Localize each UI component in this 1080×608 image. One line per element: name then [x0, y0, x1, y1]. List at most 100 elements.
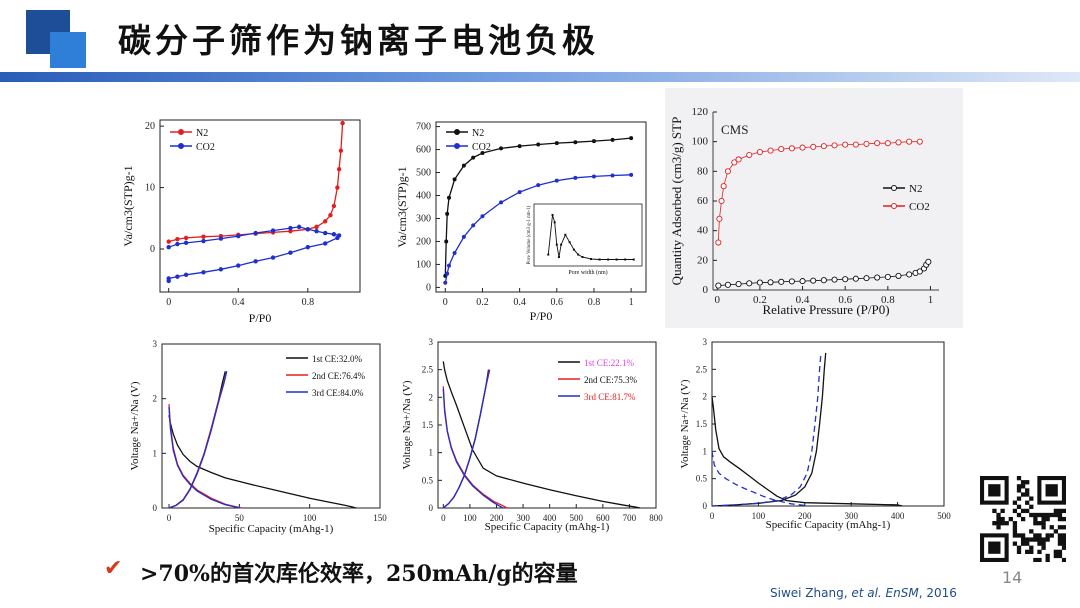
- chart-annotation: CMS: [721, 122, 748, 137]
- qr-module: [1016, 504, 1022, 509]
- data-point: [554, 141, 559, 146]
- series-line-dashed-charge: [711, 352, 822, 507]
- qr-module: [1016, 496, 1022, 501]
- data-point: [270, 255, 276, 260]
- qr-module: [1025, 537, 1030, 542]
- data-point: [735, 156, 742, 163]
- qr-module: [1012, 529, 1018, 534]
- inset-point: [577, 253, 580, 256]
- series-line-2nd: [168, 404, 243, 509]
- x-tick-label: 0: [441, 513, 446, 523]
- qr-module: [1061, 508, 1067, 514]
- data-point: [296, 224, 302, 230]
- data-point: [906, 271, 913, 278]
- y-tick-label: 0.5: [696, 474, 708, 484]
- legend-label: CO2: [196, 142, 215, 153]
- qr-finder-core: [988, 484, 1001, 497]
- data-point: [810, 277, 817, 284]
- x-tick-label: 0: [166, 297, 171, 308]
- legend-label: N2: [472, 128, 484, 139]
- y-tick-label: 40: [697, 225, 709, 237]
- y-tick-label: 100: [692, 136, 709, 148]
- x-tick-label: 0: [167, 513, 172, 523]
- qr-module: [1057, 541, 1063, 546]
- qr-module: [1025, 488, 1030, 493]
- y-tick-label: 120: [692, 106, 709, 118]
- data-point: [445, 211, 450, 216]
- qr-module: [1016, 549, 1022, 555]
- qr-module: [1020, 480, 1026, 485]
- data-point: [916, 268, 923, 275]
- data-point: [715, 282, 722, 289]
- qr-code-icon: [980, 476, 1067, 563]
- data-point: [253, 230, 258, 236]
- qr-module: [1020, 537, 1026, 542]
- qr-module: [1033, 557, 1038, 563]
- x-tick-label: 0.8: [881, 294, 895, 306]
- qr-module: [1033, 521, 1038, 526]
- data-point: [591, 139, 596, 144]
- qr-module: [1025, 500, 1030, 505]
- qr-module: [1020, 516, 1026, 522]
- plot-frame: [711, 341, 945, 507]
- data-point: [323, 230, 328, 236]
- legend-label: 2nd CE:76.4%: [312, 371, 366, 381]
- inset-y-label: Pore Volume (cm3 g-1 nm-1): [527, 205, 532, 264]
- qr-module: [1053, 549, 1059, 555]
- y-tick-label: 60: [697, 195, 709, 207]
- y-tick-label: 400: [416, 191, 431, 202]
- data-point: [842, 141, 849, 148]
- data-point: [445, 271, 450, 276]
- qr-module: [1041, 541, 1046, 546]
- data-point: [218, 236, 224, 241]
- qr-module: [1041, 525, 1046, 530]
- y-tick-label: 1.5: [422, 420, 434, 430]
- data-point: [314, 224, 319, 230]
- legend-marker: [178, 129, 184, 135]
- series-line-N2: [444, 137, 632, 276]
- qr-module: [1033, 512, 1038, 518]
- legend-marker: [891, 203, 897, 209]
- qr-module: [1041, 512, 1046, 518]
- citation-journal: et al. EnSM: [851, 586, 919, 600]
- y-axis-label: Voltage Na+/Na (V): [401, 380, 413, 469]
- y-tick-label: 2: [429, 392, 434, 402]
- inset-point: [568, 241, 571, 244]
- series-line-2nd-charge: [168, 371, 228, 509]
- checkmark-icon: ✔: [104, 556, 123, 581]
- qr-module: [1045, 537, 1050, 542]
- qr-module: [1000, 516, 1005, 522]
- qr-module: [1016, 512, 1022, 518]
- data-point: [183, 240, 189, 246]
- qr-module: [1045, 557, 1050, 563]
- data-point: [305, 227, 311, 232]
- data-point: [756, 279, 763, 286]
- qr-module: [1057, 553, 1063, 559]
- data-point: [253, 259, 258, 264]
- data-point: [799, 278, 806, 285]
- inset-point: [553, 221, 556, 224]
- qr-module: [1053, 508, 1059, 514]
- qr-module: [1037, 557, 1042, 563]
- title-underline-bar: [0, 72, 1080, 82]
- data-point: [331, 203, 337, 209]
- data-point: [788, 278, 795, 285]
- qr-module: [996, 512, 1001, 518]
- data-point: [288, 225, 293, 231]
- y-tick-label: 100: [416, 259, 431, 270]
- qr-module: [1008, 516, 1013, 522]
- x-tick-label: 700: [623, 513, 637, 523]
- qr-module: [1057, 549, 1063, 555]
- inset-point: [598, 258, 601, 261]
- qr-module: [1061, 516, 1067, 522]
- data-point: [340, 120, 345, 126]
- data-point: [916, 138, 923, 145]
- series-line-solid-charge: [711, 352, 827, 507]
- data-point: [720, 183, 727, 190]
- data-point: [461, 234, 466, 239]
- x-tick-label: 500: [937, 511, 951, 521]
- chart-isotherm-b: 0 0.2 0.4 0.6 0.8 1 0 100 200 300 400 500 600 700 P/P0…: [394, 112, 656, 332]
- y-tick-label: 1: [153, 448, 158, 458]
- y-tick-label: 1: [429, 448, 434, 458]
- series-line-N2: [168, 123, 344, 243]
